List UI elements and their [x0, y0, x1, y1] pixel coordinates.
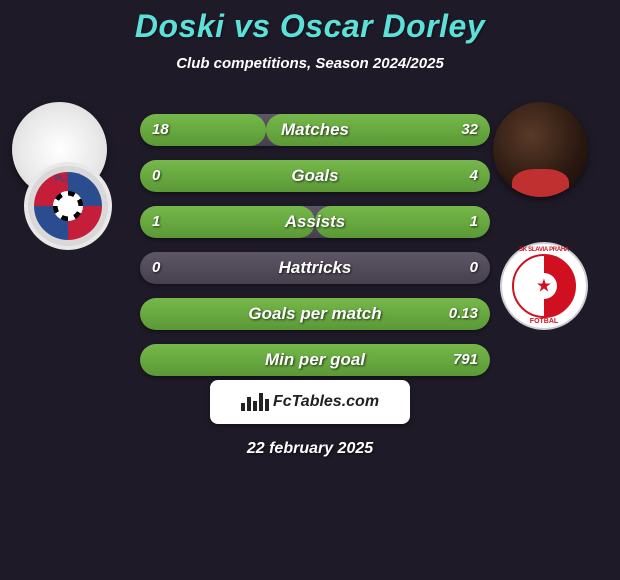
stat-value-right: 32 [461, 114, 478, 146]
comparison-card: Doski vs Oscar Dorley Club competitions,… [0, 0, 620, 580]
season-subtitle: Club competitions, Season 2024/2025 [0, 55, 620, 72]
snapshot-date: 22 february 2025 [0, 440, 620, 458]
stat-row: 0Hattricks0 [140, 252, 490, 284]
stat-label: Min per goal [140, 344, 490, 376]
fctables-icon [241, 393, 269, 411]
stat-value-right: 0 [470, 252, 478, 284]
stat-row: Min per goal791 [140, 344, 490, 376]
stat-label: Goals per match [140, 298, 490, 330]
stat-label: Assists [140, 206, 490, 238]
stat-value-left: 18 [152, 114, 169, 146]
stat-value-left: 0 [152, 160, 160, 192]
stat-row: Goals per match0.13 [140, 298, 490, 330]
stat-value-left: 0 [152, 252, 160, 284]
club-right-label-top: SK SLAVIA PRAHA [502, 247, 586, 253]
club-left-label: PLZEŇ [28, 174, 108, 183]
stat-row: 1Assists1 [140, 206, 490, 238]
stat-value-right: 791 [453, 344, 478, 376]
stat-row: 18Matches32 [140, 114, 490, 146]
stat-value-left: 1 [152, 206, 160, 238]
club-right-badge: SK SLAVIA PRAHA FOTBAL [500, 242, 588, 330]
stat-label: Goals [140, 160, 490, 192]
page-title: Doski vs Oscar Dorley [0, 8, 620, 45]
stat-value-right: 0.13 [449, 298, 478, 330]
stats-area: PLZEŇ SK SLAVIA PRAHA FOTBAL 18Matches32… [0, 102, 620, 392]
club-left-badge: PLZEŇ [24, 162, 112, 250]
stat-label: Hattricks [140, 252, 490, 284]
fctables-text: FcTables.com [273, 393, 379, 411]
stat-value-right: 1 [470, 206, 478, 238]
club-right-label-bot: FOTBAL [502, 318, 586, 325]
stat-label: Matches [140, 114, 490, 146]
player-right-avatar [493, 102, 588, 197]
stat-bars: 18Matches320Goals41Assists10Hattricks0Go… [140, 114, 490, 390]
fctables-branding[interactable]: FcTables.com [210, 380, 410, 424]
stat-value-right: 4 [470, 160, 478, 192]
stat-row: 0Goals4 [140, 160, 490, 192]
